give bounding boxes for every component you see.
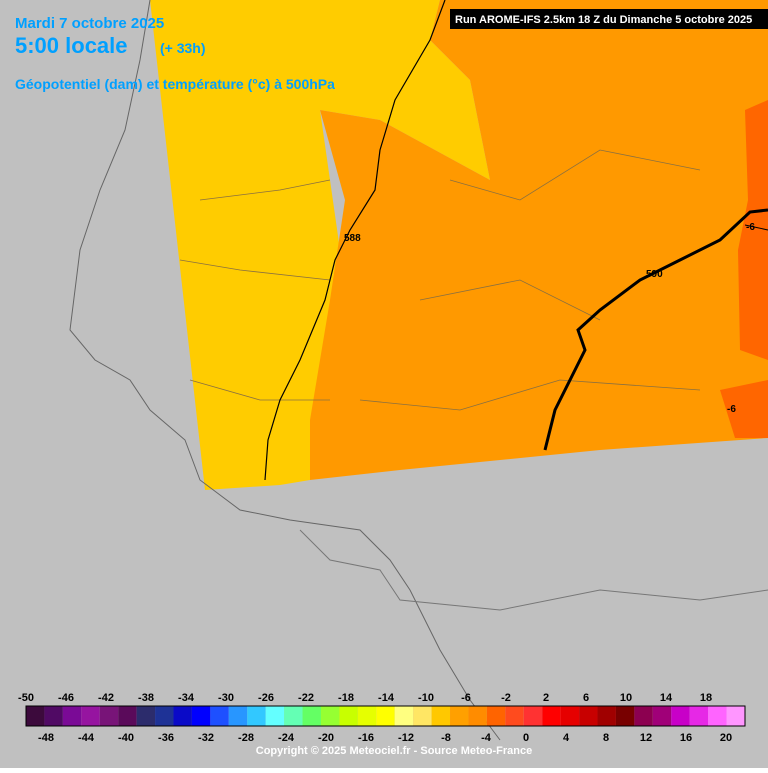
legend-label: -6	[461, 692, 471, 704]
legend-swatch	[394, 706, 414, 726]
legend-swatch	[597, 706, 616, 726]
legend-label: -2	[501, 692, 511, 704]
legend-swatch	[615, 706, 635, 726]
coastline	[69, 0, 501, 741]
legend-label: -38	[138, 692, 154, 704]
legend-swatch	[265, 706, 285, 726]
field-yellow	[150, 0, 490, 490]
legend-label: -32	[198, 732, 214, 744]
legend-swatch	[542, 706, 561, 726]
legend-swatch	[247, 706, 266, 726]
legend-label: -12	[398, 732, 414, 744]
legend-swatch	[505, 706, 524, 726]
legend-label: -26	[258, 692, 274, 704]
region-border	[179, 149, 701, 411]
time: 5:00 locale	[15, 33, 128, 58]
legend-swatch	[413, 706, 432, 726]
legend-label: 10	[620, 692, 632, 704]
legend-label: 8	[603, 732, 609, 744]
legend-swatch	[708, 706, 727, 726]
legend-swatch	[210, 706, 229, 726]
legend-swatch	[155, 706, 174, 726]
legend-swatch	[652, 706, 672, 726]
legend-label: -16	[358, 732, 374, 744]
legend-swatch	[726, 706, 745, 726]
legend-swatch	[671, 706, 690, 726]
legend-label: -8	[441, 732, 451, 744]
legend-label: -46	[58, 692, 74, 704]
legend-label: -14	[378, 692, 395, 704]
legend-label: -48	[38, 732, 54, 744]
legend-swatch	[468, 706, 487, 726]
field-orange	[310, 0, 768, 480]
field-dark-orange	[720, 380, 768, 438]
legend-label: -4	[481, 732, 492, 744]
contour-minus6	[744, 224, 768, 231]
legend-swatch	[339, 706, 358, 726]
legend-label: 0	[523, 732, 529, 744]
legend-label: -18	[338, 692, 354, 704]
legend-label: -36	[158, 732, 174, 744]
legend-swatch	[302, 706, 321, 726]
legend-label: -24	[278, 732, 295, 744]
legend-swatch	[579, 706, 598, 726]
legend-label: 6	[583, 692, 589, 704]
legend-label: -20	[318, 732, 334, 744]
legend-label: -34	[178, 692, 195, 704]
legend-swatch	[284, 706, 303, 726]
legend-label: 12	[640, 732, 652, 744]
legend-swatch	[689, 706, 709, 726]
legend-label: -30	[218, 692, 234, 704]
legend-label: -40	[118, 732, 134, 744]
legend-label: -22	[298, 692, 314, 704]
legend-swatch	[191, 706, 211, 726]
run-box	[450, 9, 768, 29]
contour-588	[264, 0, 446, 481]
legend-label: 4	[563, 732, 570, 744]
legend-swatch	[634, 706, 653, 726]
contour-label: 588	[344, 233, 361, 244]
legend-swatch	[44, 706, 63, 726]
legend-swatch	[431, 706, 451, 726]
copyright: Copyright © 2025 Meteociel.fr - Source M…	[256, 745, 532, 757]
legend-swatch	[560, 706, 580, 726]
field-dark-orange	[738, 100, 768, 360]
run-info: Run AROME-IFS 2.5km 18 Z du Dimanche 5 o…	[455, 14, 752, 26]
legend-label: 16	[680, 732, 692, 744]
date: Mardi 7 octobre 2025	[15, 15, 164, 32]
legend-label: 2	[543, 692, 549, 704]
legend-swatch	[376, 706, 395, 726]
legend-label: -50	[18, 692, 34, 704]
legend-swatch	[99, 706, 119, 726]
legend: -50-48-46-44-42-40-38-36-34-32-30-28-26-…	[18, 692, 746, 744]
legend-label: 20	[720, 732, 732, 744]
legend-swatch	[486, 706, 506, 726]
legend-label: 18	[700, 692, 712, 704]
legend-swatch	[320, 706, 340, 726]
border	[299, 529, 768, 611]
contour-label: -6	[727, 404, 736, 415]
legend-label: -44	[78, 732, 95, 744]
legend-swatch	[118, 706, 137, 726]
contour-590	[543, 208, 768, 451]
legend-label: -28	[238, 732, 254, 744]
contour-label: 590	[646, 269, 663, 280]
legend-label: 14	[660, 692, 673, 704]
legend-swatch	[450, 706, 469, 726]
parameter: Géopotentiel (dam) et température (°c) à…	[15, 76, 335, 92]
legend-label: -42	[98, 692, 114, 704]
contour-label: -6	[746, 222, 755, 233]
legend-swatch	[62, 706, 82, 726]
legend-label: -10	[418, 692, 434, 704]
legend-swatch	[228, 706, 248, 726]
lead-time: (+ 33h)	[160, 40, 206, 56]
legend-frame	[25, 705, 746, 727]
legend-swatch	[81, 706, 100, 726]
legend-swatch	[26, 706, 45, 726]
legend-swatch	[523, 706, 543, 726]
legend-swatch	[136, 706, 156, 726]
legend-swatch	[173, 706, 192, 726]
legend-swatch	[357, 706, 377, 726]
